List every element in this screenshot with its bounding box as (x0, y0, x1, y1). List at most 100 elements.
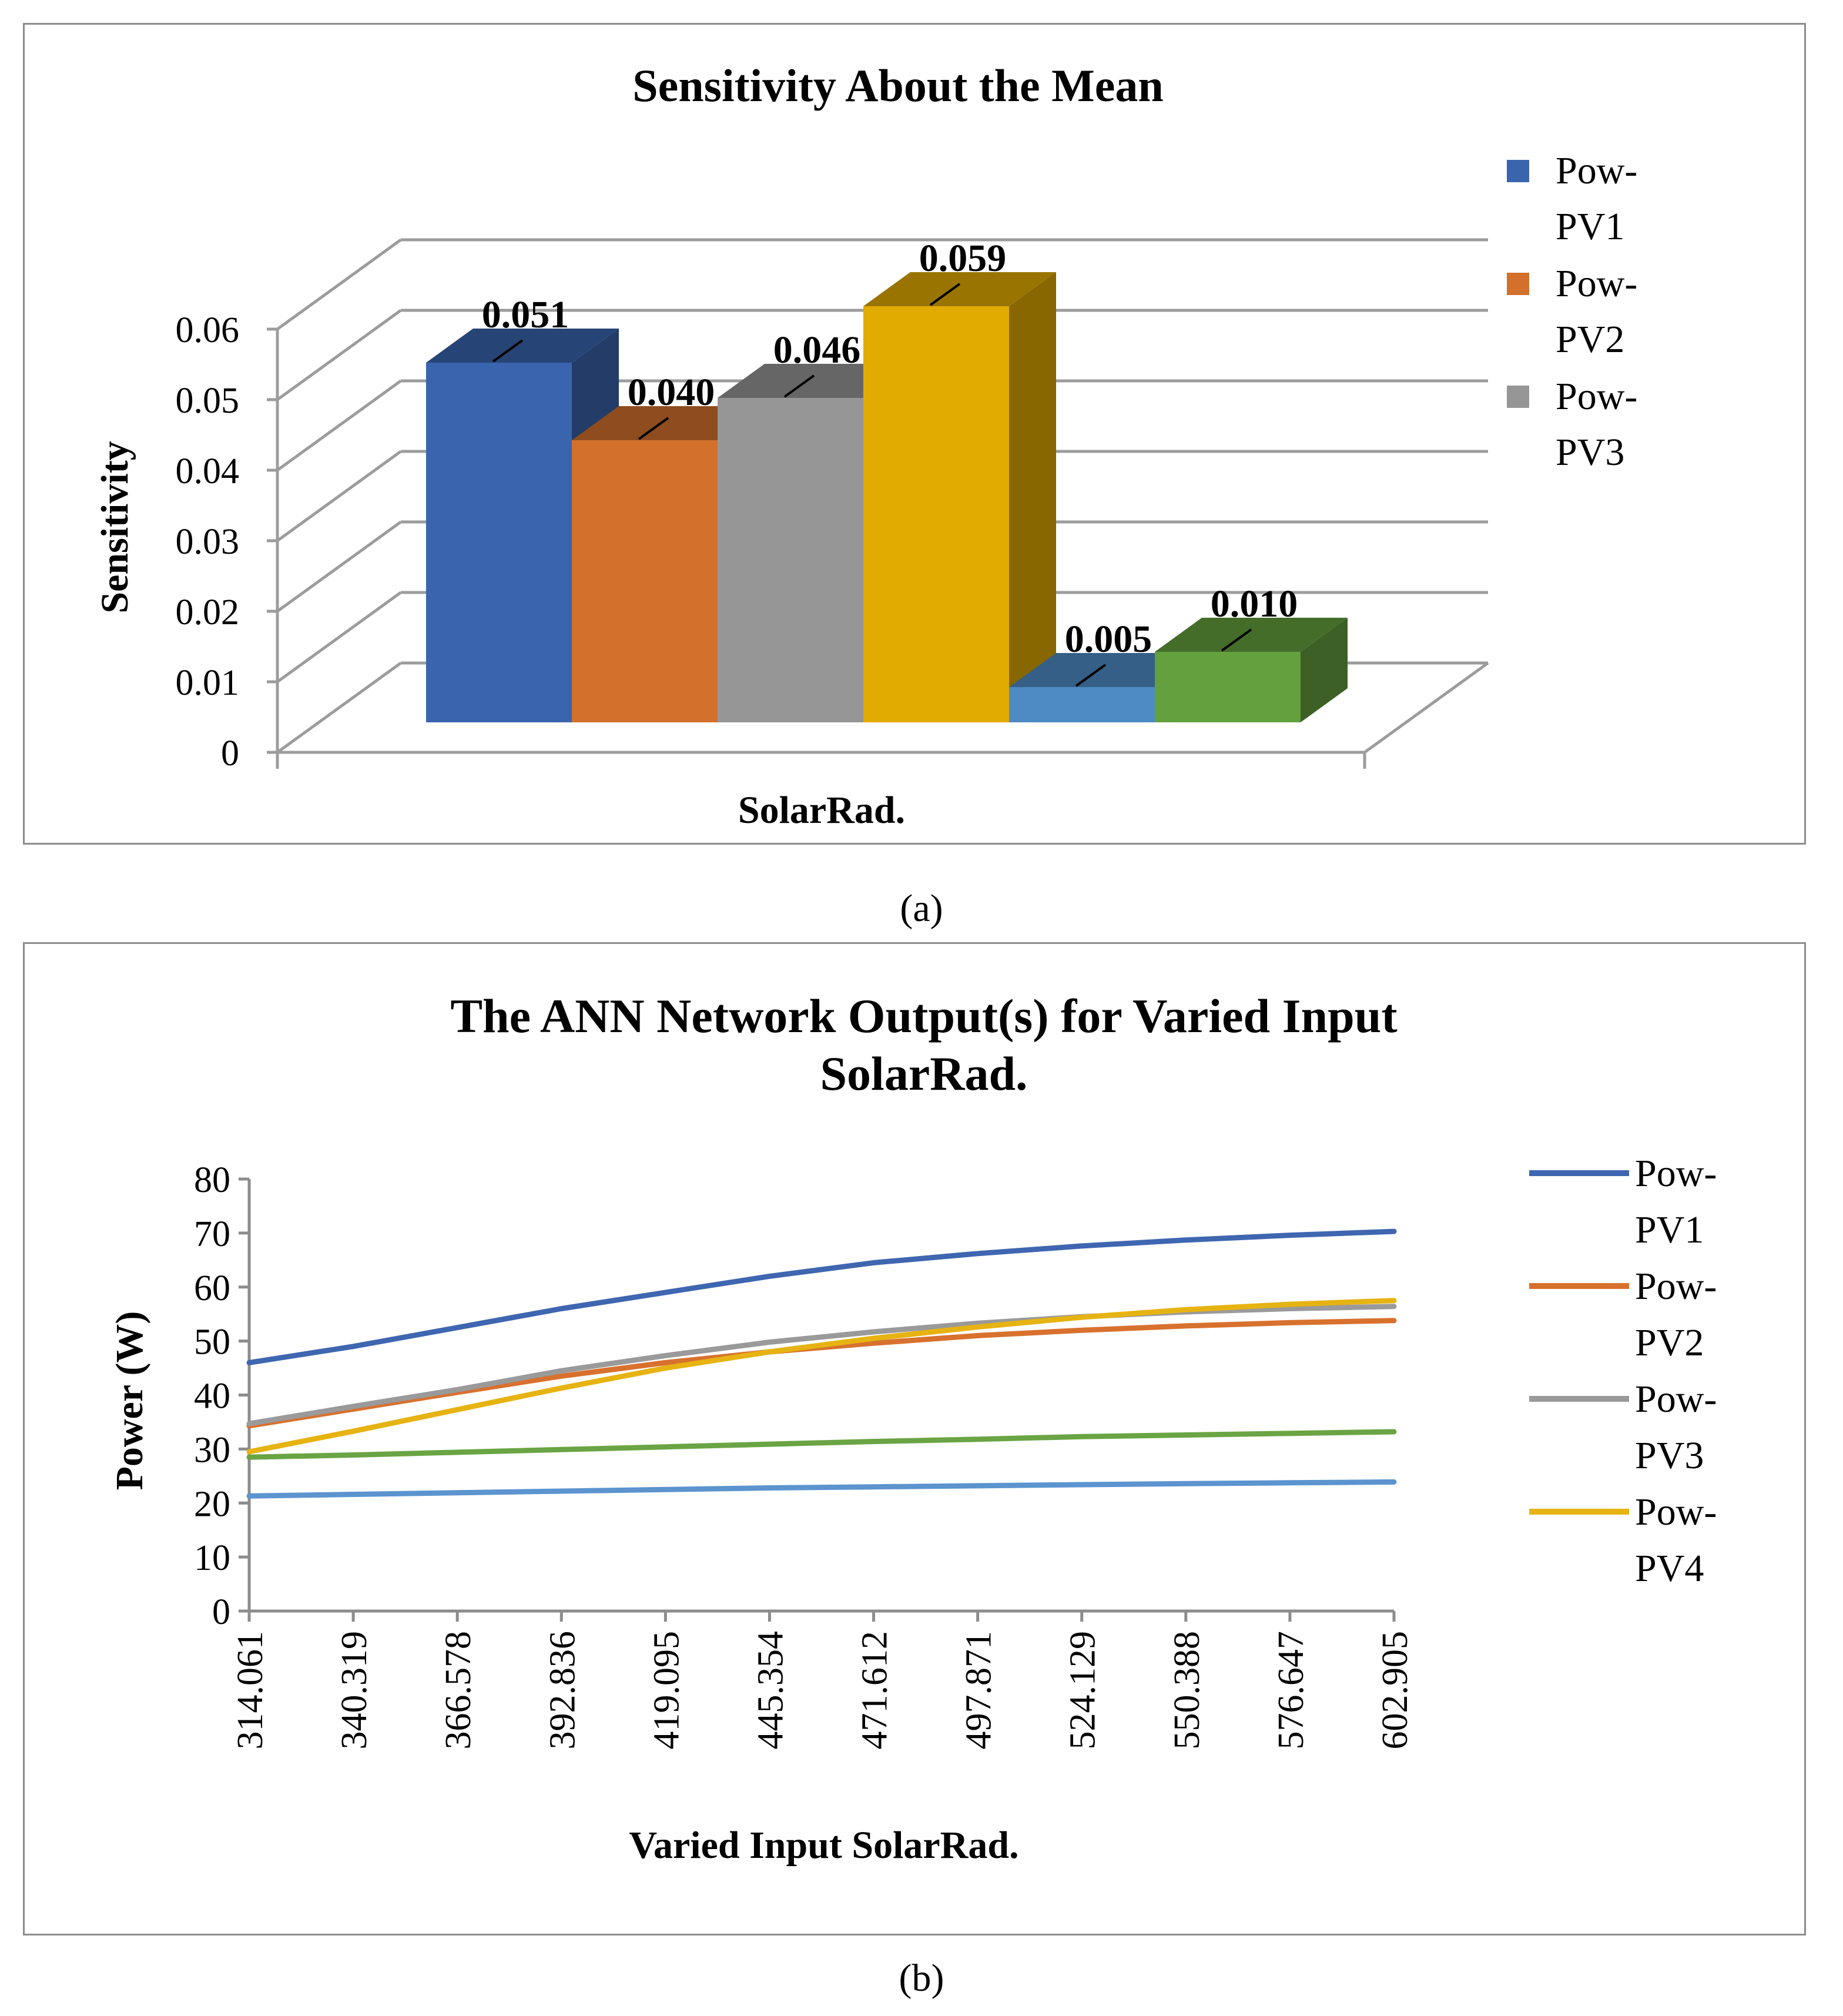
y-tick-label: 70 (194, 1214, 230, 1254)
chart-b-y-ticks: 0 10 20 30 40 50 60 70 80 (194, 1160, 230, 1632)
data-label: 0.059 (919, 237, 1007, 280)
y-tick-label: 0.02 (176, 592, 240, 632)
legend-label: PV2 (1556, 318, 1624, 361)
x-tick-label: 550.388 (1167, 1631, 1207, 1750)
chart-a-bars (426, 272, 1348, 722)
bar (1009, 687, 1155, 722)
data-label: 0.010 (1211, 582, 1298, 625)
chart-b-title-line1: The ANN Network Output(s) for Varied Inp… (450, 989, 1397, 1043)
x-tick-label: 340.319 (334, 1631, 374, 1750)
legend-label: Pow- (1635, 1378, 1717, 1421)
series-line (246, 1479, 1397, 1499)
bar (1155, 652, 1301, 722)
data-label-leader (492, 339, 524, 363)
bar (863, 306, 1009, 722)
x-tick-label: 419.095 (646, 1631, 686, 1750)
chart-a-data-labels: 0.051 0.040 0.046 0.059 0.005 0.010 (482, 237, 1298, 687)
chart-b-svg: The ANN Network Output(s) for Varied Inp… (108, 989, 1717, 1867)
x-tick-label: 524.129 (1063, 1631, 1103, 1750)
gridline-side (276, 309, 402, 401)
x-tick-label: 445.354 (750, 1631, 790, 1750)
legend-label: PV1 (1635, 1208, 1704, 1251)
y-tick-label: 20 (194, 1484, 230, 1524)
chart-a-title: Sensitivity About the Mean (632, 60, 1164, 111)
bar-top (572, 406, 765, 440)
gridline-side (276, 379, 402, 472)
x-tick-label: 366.578 (438, 1631, 478, 1750)
chart-a-svg: Sensitivity About the Mean 0 0.01 0.02 0.03… (93, 60, 1637, 832)
legend-swatch (1507, 160, 1529, 182)
gridline-side (276, 520, 402, 613)
chart-b-title-line2: SolarRad. (820, 1047, 1027, 1100)
x-tick-label: 497.871 (959, 1631, 999, 1750)
bar (572, 440, 718, 722)
chart-a-y-ticks: 0 0.01 0.02 0.03 0.04 0.05 0.06 (176, 310, 240, 773)
y-tick-label: 10 (194, 1538, 230, 1578)
legend-swatch (1507, 386, 1529, 408)
bar-top (718, 364, 910, 398)
y-tick-label: 0.06 (176, 310, 240, 350)
data-label-leader (1221, 628, 1252, 652)
floor-edge (1363, 661, 1489, 754)
x-tick-label: 576.647 (1271, 1631, 1311, 1750)
legend-label: PV4 (1635, 1547, 1704, 1590)
gridline-side (276, 238, 402, 331)
data-label-leader (783, 374, 815, 398)
chart-b-x-ticks: 314.061 340.319 366.578 392.836 419.095 445.3… (230, 1631, 1415, 1750)
chart-b-y-axis-label: Power (W) (108, 1311, 151, 1491)
chart-b-series-lines (246, 1228, 1397, 1499)
y-tick-label: 0.01 (176, 663, 240, 703)
gridline-side (276, 591, 402, 684)
gridline-side (276, 450, 402, 542)
legend-label: Pow- (1556, 375, 1637, 418)
chart-a-frame: Sensitivity About the Mean 0 0.01 0.02 0.03… (23, 23, 1806, 845)
chart-b-legend: Pow- PV1 Pow- PV2 Pow- PV3 Pow- PV4 (1529, 1152, 1717, 1590)
bar-side (1301, 618, 1348, 722)
y-tick-label: 0 (212, 1592, 230, 1632)
y-tick-label: 40 (194, 1377, 230, 1416)
data-label-leader (1075, 664, 1107, 687)
x-tick-label: 314.061 (230, 1631, 270, 1750)
data-label: 0.005 (1065, 618, 1152, 661)
x-tick-label: 602.905 (1375, 1631, 1415, 1750)
data-label: 0.046 (773, 329, 861, 371)
legend-label: PV1 (1556, 205, 1624, 248)
series-line (246, 1228, 1397, 1365)
data-label-leader (638, 417, 669, 440)
y-tick-label: 0.03 (176, 522, 240, 562)
legend-label: PV3 (1635, 1434, 1704, 1477)
legend-label: Pow- (1635, 1265, 1717, 1308)
gridline-side (276, 661, 402, 754)
x-tick-label: 392.836 (542, 1631, 582, 1750)
bar-side (1009, 272, 1056, 722)
bar (718, 398, 863, 722)
figure-b-caption: (b) (899, 1957, 944, 2000)
legend-label: Pow- (1635, 1491, 1717, 1533)
y-tick-label: 50 (194, 1322, 230, 1362)
bar-top (1155, 618, 1348, 652)
chart-a-x-axis-label: SolarRad. (738, 789, 905, 832)
chart-b-axes (239, 1177, 1396, 1622)
figure-a-caption: (a) (900, 887, 943, 930)
data-label: 0.051 (482, 293, 569, 336)
bar (426, 363, 572, 722)
bar-top (863, 272, 1056, 306)
y-tick-label: 0 (221, 734, 239, 773)
legend-label: PV2 (1635, 1321, 1704, 1364)
x-tick-label: 471.612 (855, 1631, 895, 1750)
chart-b-x-axis-label: Varied Input SolarRad. (629, 1824, 1018, 1867)
chart-b-frame: The ANN Network Output(s) for Varied Inp… (23, 942, 1806, 1935)
y-tick-label: 60 (194, 1268, 230, 1308)
data-label-leader (929, 283, 961, 306)
data-label: 0.040 (628, 371, 715, 414)
chart-a-legend: Pow- PV1 Pow- PV2 Pow- PV3 (1507, 149, 1637, 474)
y-tick-label: 0.05 (176, 381, 240, 421)
bar-top (426, 329, 619, 363)
bar-top (1009, 653, 1202, 687)
y-tick-label: 0.04 (176, 451, 240, 491)
legend-label: Pow- (1556, 262, 1637, 305)
series-line (246, 1429, 1397, 1460)
legend-label: Pow- (1635, 1152, 1717, 1195)
y-tick-label: 30 (194, 1430, 230, 1470)
chart-a-y-axis-label: Sensitivity (93, 441, 136, 613)
